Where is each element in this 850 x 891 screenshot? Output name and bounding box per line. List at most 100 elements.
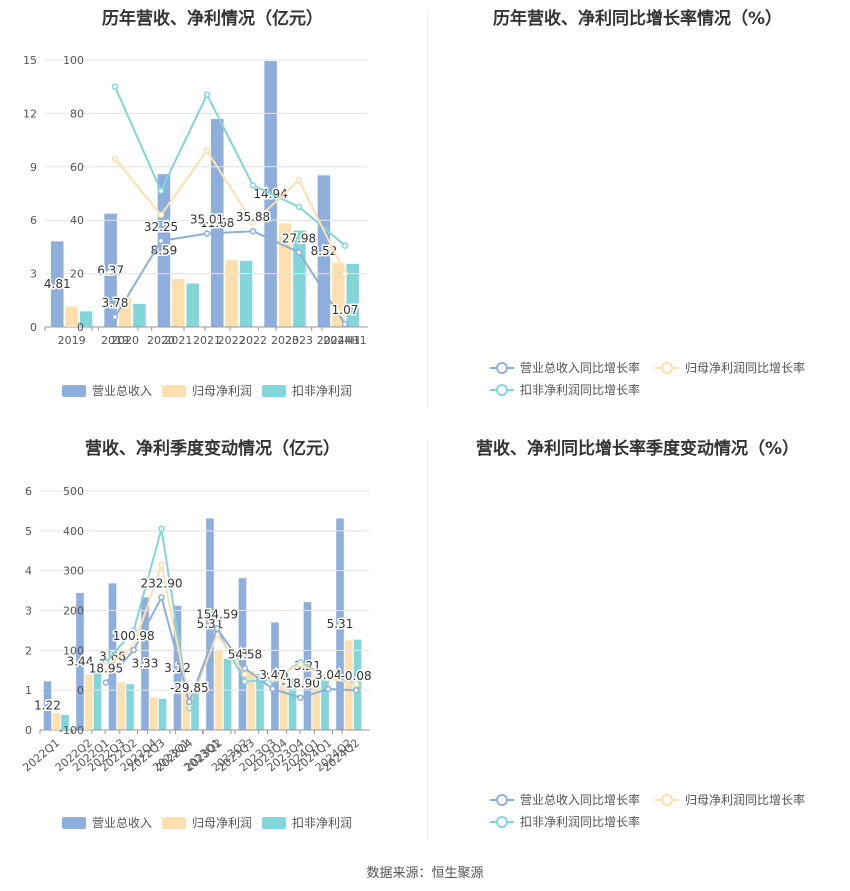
data-label: 3.47 <box>259 668 286 682</box>
x-tick-label: 2020 <box>147 334 175 347</box>
data-label: 1.22 <box>34 699 61 713</box>
data-point-deducted-profit <box>111 83 119 90</box>
data-source-note: 数据来源：恒生聚源 <box>366 866 484 881</box>
bar-deducted-profit <box>61 714 69 730</box>
data-label: 3.12 <box>164 661 191 675</box>
data-point-revenue <box>249 227 257 235</box>
bar-net-profit <box>84 675 93 730</box>
y-tick-label: 60 <box>70 161 84 174</box>
data-label: 1.07 <box>332 303 359 317</box>
series-line-revenue <box>114 230 346 325</box>
x-tick-label: 2022 <box>239 334 267 347</box>
data-point-revenue <box>297 694 304 701</box>
legend-item: 归母净利润同比增长率 <box>655 360 805 375</box>
data-point-net-profit <box>158 561 165 568</box>
legend-label: 扣非净利润同比增长率 <box>520 382 640 397</box>
data-point-deducted-profit <box>241 678 249 685</box>
y-tick-label: 3 <box>30 268 37 281</box>
bar-revenue <box>108 583 117 730</box>
y-tick-label: 12 <box>23 107 37 120</box>
data-label: 54.58 <box>228 647 262 661</box>
bar-deducted-profit <box>293 230 306 327</box>
data-label: 11.68 <box>200 216 234 230</box>
bar-net-profit <box>149 697 158 730</box>
bar-net-profit <box>247 671 256 730</box>
x-tick-label: 2019 <box>101 334 129 347</box>
y-tick-label: 0 <box>77 684 84 697</box>
data-label: 18.95 <box>89 662 123 676</box>
legend-marker <box>496 794 508 806</box>
data-point-net-profit <box>352 680 360 688</box>
data-point-revenue <box>203 230 211 237</box>
data-label: 232.90 <box>141 576 183 590</box>
legend-label: 营业总收入同比增长率 <box>520 792 640 807</box>
legend-marker <box>496 816 508 828</box>
legend-item: 营业总收入同比增长率 <box>490 792 640 807</box>
legend-label: 归母净利润 <box>192 384 252 398</box>
data-point-net-profit <box>102 663 110 670</box>
y-tick-label: 9 <box>30 161 37 174</box>
legend-label: 归母净利润同比增长率 <box>685 360 805 375</box>
bar-net-profit <box>182 688 191 730</box>
bar-revenue <box>43 681 52 730</box>
legend-label: 扣非净利润 <box>292 384 352 398</box>
data-point-deducted-profit <box>158 525 165 533</box>
bar-deducted-profit <box>79 311 93 327</box>
data-label: 32.25 <box>144 220 178 234</box>
bar-revenue <box>206 518 214 730</box>
x-tick-label: 2022 <box>218 334 246 347</box>
chart-svg: -10001002003004005002022Q12022Q22022Q320… <box>59 485 805 829</box>
chart-title: 历年营收、净利同比增长率情况（%） <box>492 9 783 29</box>
data-point-deducted-profit <box>130 627 137 634</box>
bar-net-profit <box>172 278 185 327</box>
legend-item: 扣非净利润 <box>262 816 352 830</box>
legend-swatch <box>262 385 286 397</box>
y-tick-label: -100 <box>59 724 84 737</box>
bar-deducted-profit <box>321 677 329 730</box>
data-label: 4.81 <box>44 277 71 291</box>
series-line-revenue <box>105 594 357 706</box>
data-label: 3.33 <box>132 657 159 671</box>
data-point-revenue <box>130 646 137 654</box>
bar-revenue <box>141 597 149 730</box>
data-point-revenue <box>157 237 165 245</box>
data-label: 3.44 <box>67 654 94 668</box>
data-point-deducted-profit <box>295 203 303 211</box>
legend-swatch <box>162 817 186 829</box>
y-tick-label: 20 <box>70 268 84 281</box>
y-tick-label: 5 <box>25 525 32 538</box>
bar-deducted-profit <box>93 672 102 730</box>
y-tick-label: 80 <box>70 107 84 120</box>
data-point-revenue <box>102 679 110 686</box>
data-label: 3.78 <box>102 296 129 310</box>
bar-deducted-profit <box>186 283 199 327</box>
y-tick-label: 100 <box>63 54 84 67</box>
data-label: -0.08 <box>341 669 372 683</box>
bar-revenue <box>317 175 331 327</box>
data-label: -18.90 <box>281 677 320 691</box>
legend-label: 扣非净利润同比增长率 <box>520 814 640 829</box>
bar-net-profit <box>225 260 238 327</box>
bar-deducted-profit <box>133 303 146 327</box>
bar-deducted-profit <box>288 678 297 730</box>
legend-swatch <box>262 817 286 829</box>
data-label: -29.85 <box>170 681 209 695</box>
legend-label: 归母净利润同比增长率 <box>685 792 805 807</box>
bar-net-profit <box>278 223 292 327</box>
data-point-revenue <box>186 698 193 706</box>
data-point-net-profit <box>295 176 303 184</box>
data-point-revenue <box>241 665 249 672</box>
bar-deducted-profit <box>346 263 359 327</box>
bar-deducted-profit <box>239 260 253 327</box>
legend-item: 营业总收入同比增长率 <box>490 360 640 375</box>
data-point-revenue <box>158 594 165 601</box>
bar-net-profit <box>332 262 345 327</box>
y-tick-label: 3 <box>25 605 32 618</box>
legend-label: 营业总收入同比增长率 <box>520 360 640 375</box>
panel-divider <box>427 10 428 408</box>
data-point-deducted-profit <box>249 182 257 189</box>
y-tick-label: 100 <box>63 644 84 657</box>
bar-net-profit <box>65 306 78 327</box>
annual-growth-rate-chart: 历年营收、净利同比增长率情况（%） 0 20 40 60 80 100 2019 2020 20… <box>63 0 850 420</box>
bar-deducted-profit <box>191 691 199 730</box>
